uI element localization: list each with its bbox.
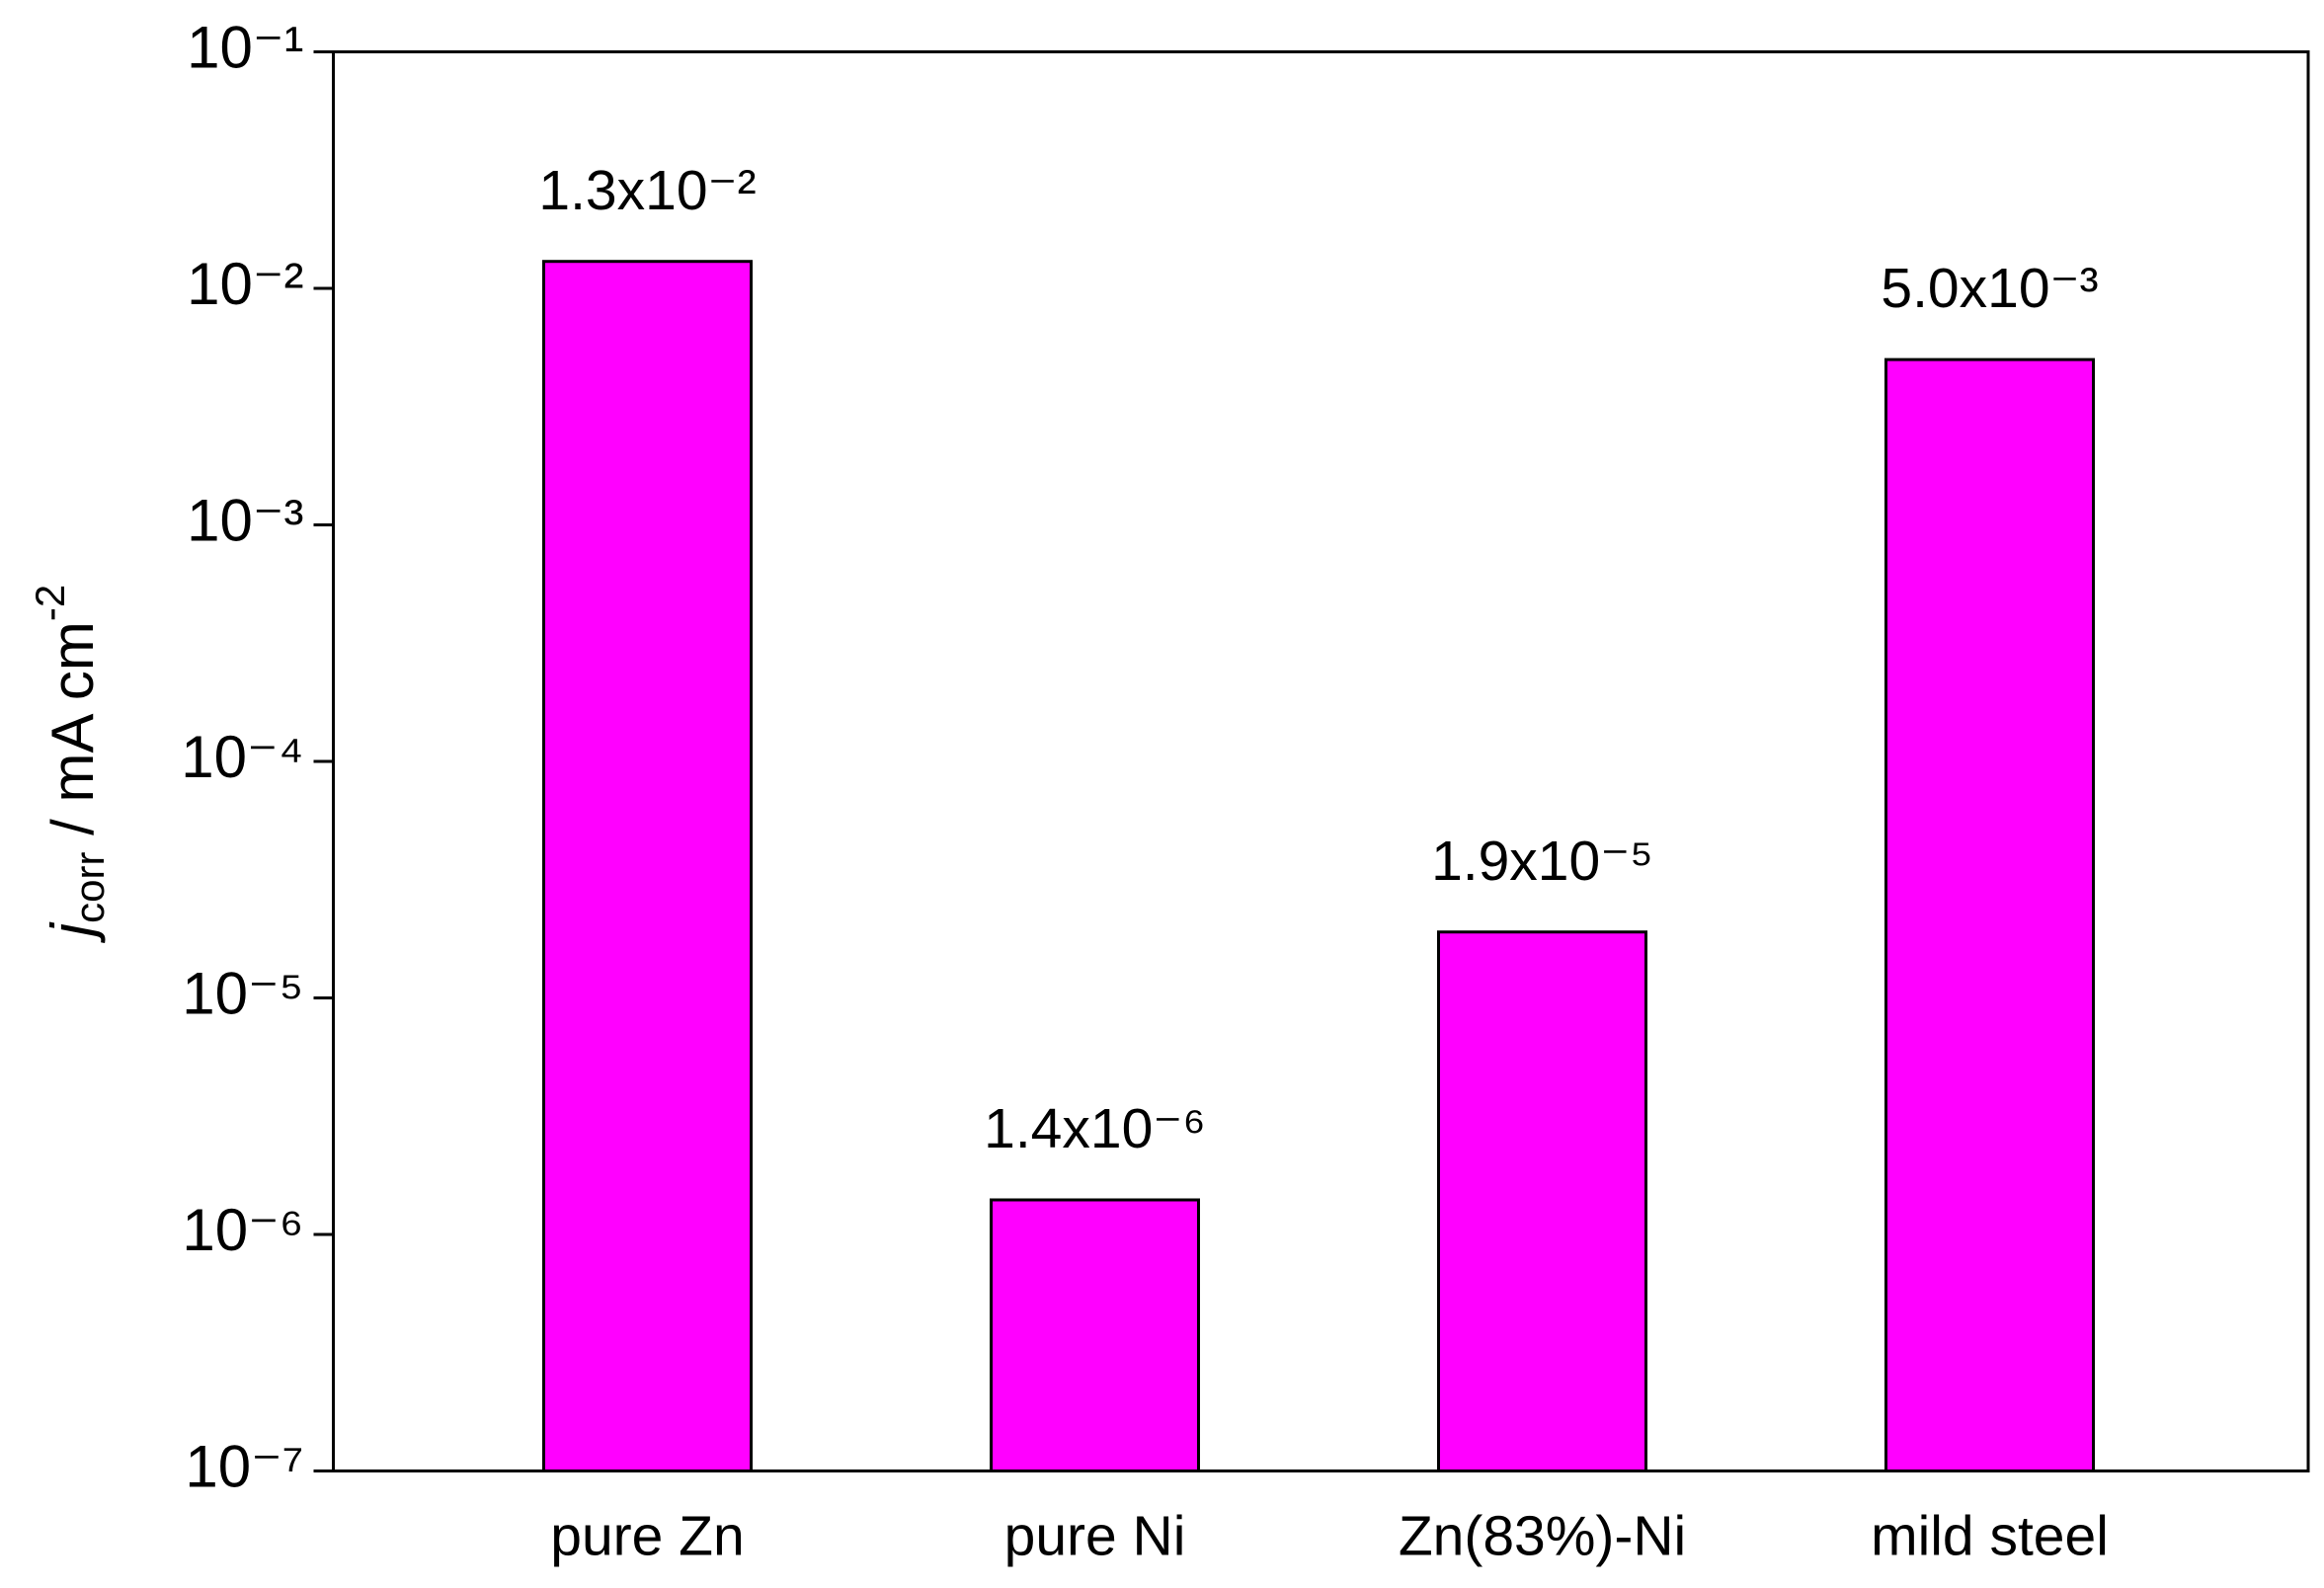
y-tick-label: 10⁻⁶ (182, 1197, 303, 1263)
x-tick-label: mild steel (1871, 1505, 2109, 1568)
plot-frame (332, 50, 2310, 1472)
y-tick-label: 10⁻⁷ (185, 1433, 303, 1499)
bar (1884, 357, 2095, 1472)
y-label-subscript: corr (66, 852, 113, 923)
value-label: 1.3x10⁻² (538, 159, 756, 222)
y-tick-label: 10⁻⁴ (181, 724, 303, 790)
y-tick-label: 10⁻¹ (187, 14, 303, 80)
x-tick-label: pure Zn (550, 1505, 744, 1568)
bar (1437, 930, 1647, 1472)
value-label: 1.4x10⁻⁶ (984, 1097, 1206, 1160)
x-tick-label: Zn(83%)-Ni (1399, 1505, 1686, 1568)
value-label: 5.0x10⁻³ (1881, 257, 2098, 320)
y-label-symbol: j (40, 921, 106, 943)
y-label-unit: / mA cm (40, 621, 106, 851)
y-tick-label: 10⁻³ (187, 487, 303, 553)
bar (542, 260, 753, 1472)
y-axis-label: jcorr / mA cm-2 (27, 585, 113, 943)
y-tick-label: 10⁻⁵ (182, 960, 303, 1026)
x-tick-label: pure Ni (1004, 1505, 1186, 1568)
y-label-exponent: -2 (27, 585, 73, 621)
bar (990, 1198, 1200, 1472)
value-label: 1.9x10⁻⁵ (1431, 830, 1653, 893)
y-tick-label: 10⁻² (187, 251, 303, 317)
